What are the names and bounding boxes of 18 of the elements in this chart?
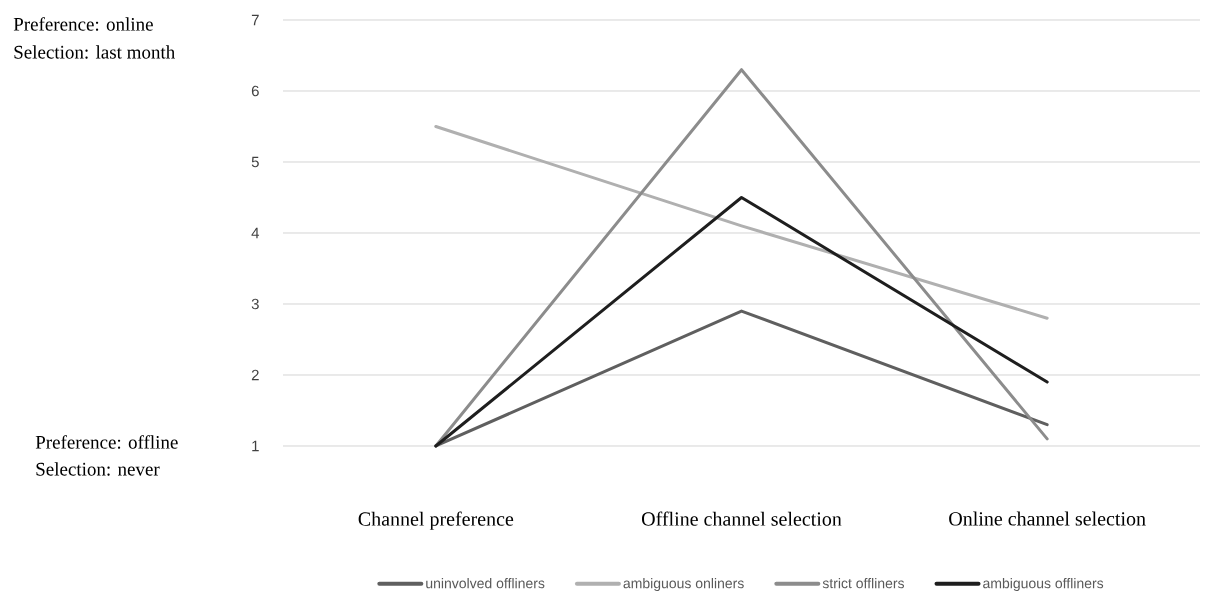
y-tick-label: 5 — [251, 156, 259, 168]
y-tick-label: 4 — [251, 227, 260, 239]
y-tick-label: 7 — [251, 14, 259, 26]
y-tick-label: 2 — [251, 369, 259, 381]
legend-label: uninvolved offliners — [426, 577, 545, 589]
text: Preference: online — [13, 17, 153, 31]
x-tick-label: Online channel selection — [949, 511, 1146, 526]
text: Selection: last month — [14, 45, 175, 59]
legend-label: strict offliners — [822, 577, 905, 589]
legend-label: ambiguous offliners — [983, 577, 1104, 592]
y-tick-label: 6 — [251, 85, 259, 97]
y-tick-label: 3 — [251, 298, 259, 310]
text: Selection: never — [36, 462, 160, 476]
x-tick-label: Offline channel selection — [641, 511, 842, 526]
legend-label: ambiguous onliners — [623, 577, 744, 592]
y-tick-label: 1 — [252, 440, 259, 452]
text: Preference: offline — [35, 435, 178, 449]
x-tick-label: Channel preference — [358, 511, 514, 530]
